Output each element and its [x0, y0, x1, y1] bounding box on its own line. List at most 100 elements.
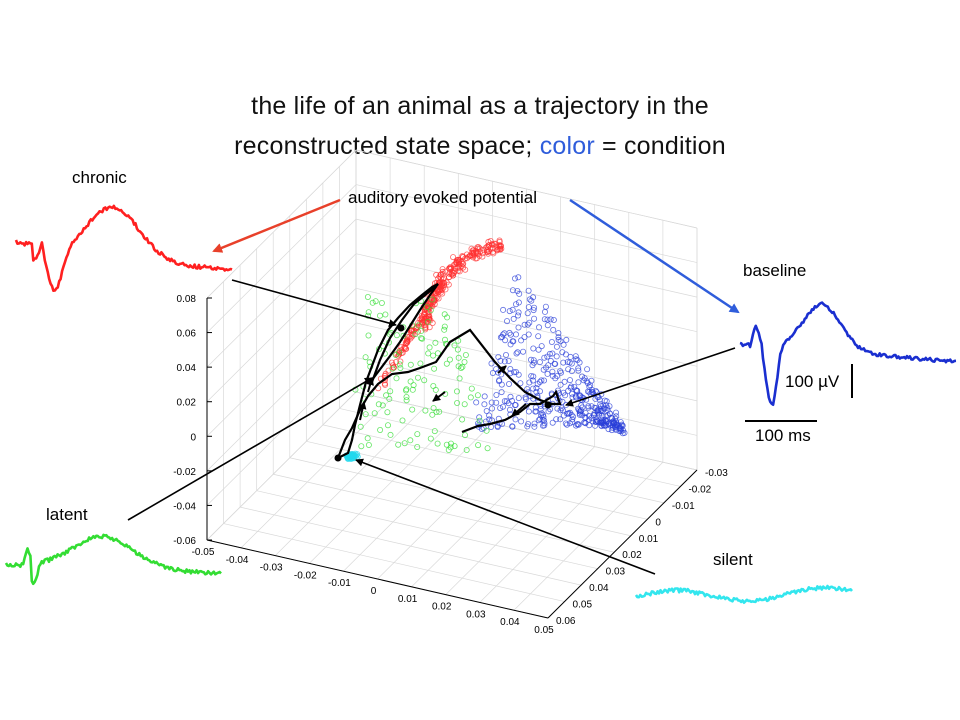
- baseline-point: [589, 418, 596, 425]
- latent-point: [393, 332, 400, 339]
- grid-line: [411, 438, 561, 588]
- chronic-point: [470, 250, 477, 257]
- pointer-chronic: [231, 279, 397, 328]
- latent-point: [397, 364, 404, 371]
- latent-point: [476, 417, 483, 424]
- latent-point: [424, 318, 431, 325]
- latent-point: [432, 339, 439, 346]
- latent-point: [401, 440, 408, 447]
- latent-point: [430, 382, 437, 389]
- baseline-point: [497, 357, 504, 364]
- baseline-point: [512, 402, 519, 409]
- baseline-point: [497, 334, 504, 341]
- latent-point: [433, 408, 440, 415]
- latent-point: [372, 298, 379, 305]
- baseline-point: [476, 414, 483, 421]
- baseline-point: [550, 316, 557, 323]
- chronic-point: [407, 330, 414, 337]
- baseline-point: [575, 379, 582, 386]
- vertical-tick-label: -0.04: [173, 501, 196, 512]
- baseline-point: [544, 370, 551, 377]
- latent-point: [403, 393, 410, 400]
- chronic-point: [456, 264, 463, 271]
- baseline-point: [505, 380, 512, 387]
- baseline-point: [514, 349, 521, 356]
- baseline-point: [533, 388, 540, 395]
- latent-point: [362, 411, 369, 418]
- baseline-point: [558, 369, 565, 376]
- baseline-point: [557, 416, 564, 423]
- baseline-point: [549, 419, 556, 426]
- chronic-point: [422, 323, 429, 330]
- baseline-point: [566, 359, 573, 366]
- trajectory-arrow-4: [497, 365, 507, 374]
- baseline-point: [532, 408, 539, 415]
- latent-point: [468, 385, 475, 392]
- baseline-point: [564, 421, 571, 428]
- side-tick-label: 0.03: [606, 567, 626, 578]
- baseline-point: [597, 401, 604, 408]
- baseline-point: [567, 377, 574, 384]
- latent-point: [396, 361, 403, 368]
- baseline-point: [513, 301, 520, 308]
- grid-line: [274, 407, 425, 556]
- baseline-point: [611, 423, 618, 430]
- baseline-point: [544, 316, 551, 323]
- baseline-point: [541, 354, 548, 361]
- baseline-point: [530, 294, 537, 301]
- trajectory-path-branch: [336, 328, 562, 459]
- grid-line: [206, 253, 357, 402]
- baseline-point: [524, 385, 531, 392]
- front-tick-label: -0.02: [294, 570, 317, 581]
- baseline-point: [590, 411, 597, 418]
- trajectory-path-upper: [370, 285, 437, 383]
- vertical-tick-label: 0.04: [177, 363, 197, 374]
- latent-point: [399, 417, 406, 424]
- baseline-point: [535, 346, 542, 353]
- baseline-point: [557, 381, 564, 388]
- latent-point: [412, 331, 419, 338]
- latent-point: [434, 440, 441, 447]
- baseline-point: [538, 343, 545, 350]
- latent-point: [447, 440, 454, 447]
- label-silent: silent: [713, 550, 753, 569]
- latent-point: [443, 441, 450, 448]
- baseline-point: [547, 357, 554, 364]
- latent-point: [415, 322, 422, 329]
- baseline-point: [541, 420, 548, 427]
- front-tick-label: 0.05: [534, 625, 554, 636]
- baseline-point: [582, 419, 589, 426]
- front-axis-ticks: -0.05 -0.04 -0.03 -0.02 -0.01 0 0.01 0.02 0.03 0.…: [192, 547, 555, 636]
- baseline-point: [540, 366, 547, 373]
- latent-point: [454, 399, 461, 406]
- latent-point: [414, 374, 421, 381]
- latent-point: [432, 386, 439, 393]
- trajectory-dot: [397, 324, 405, 332]
- baseline-point: [530, 385, 537, 392]
- baseline-point: [547, 316, 554, 323]
- baseline-point: [517, 380, 524, 387]
- baseline-point: [515, 371, 522, 378]
- latent-point: [456, 375, 463, 382]
- chronic-point: [421, 310, 428, 317]
- baseline-point: [533, 384, 540, 391]
- vertical-axis-ticks: 0.08 0.06 0.04 0.02 0 -0.02 -0.04 -0.06: [173, 294, 212, 547]
- baseline-point: [516, 290, 523, 297]
- baseline-point: [531, 420, 538, 427]
- side-tick-label: 0.02: [622, 550, 642, 561]
- baseline-point: [512, 275, 519, 282]
- baseline-point: [574, 356, 581, 363]
- baseline-point: [577, 393, 584, 400]
- baseline-point: [525, 287, 532, 294]
- latent-point: [378, 299, 385, 306]
- baseline-point: [513, 331, 520, 338]
- latent-point: [427, 435, 434, 442]
- silent-point: [345, 454, 352, 461]
- baseline-point: [528, 297, 535, 304]
- front-axis-line: [206, 539, 549, 619]
- chronic-point: [438, 275, 445, 282]
- chronic-point: [485, 238, 492, 245]
- baseline-point: [488, 360, 495, 367]
- latent-point: [430, 405, 437, 412]
- baseline-point: [524, 310, 531, 317]
